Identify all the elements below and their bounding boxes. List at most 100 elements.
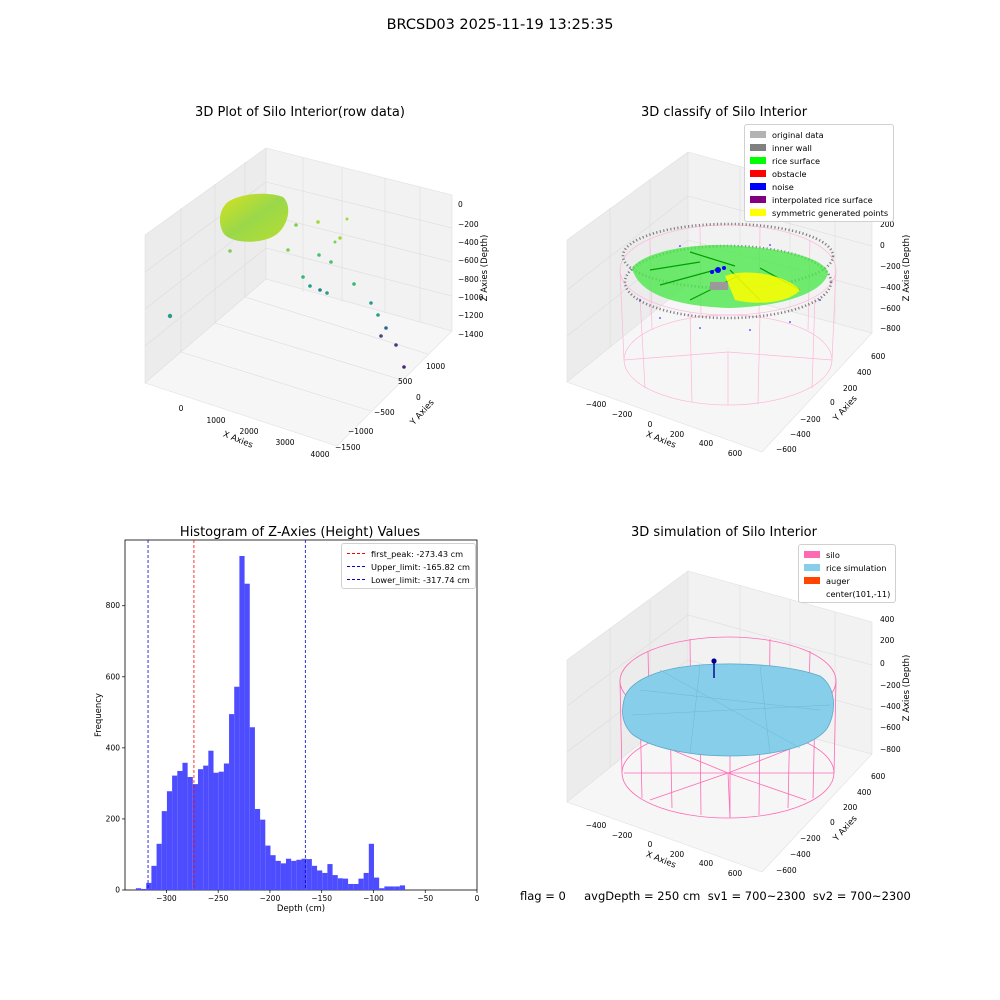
raw-xtick: 2000 — [239, 427, 258, 436]
classify-xtick: 200 — [670, 430, 685, 439]
raw-scatter-points — [167, 217, 406, 369]
raw-grid — [144, 158, 453, 412]
raw-point-cloud — [219, 193, 289, 242]
histogram-bar — [146, 882, 152, 890]
panel-classify-3d-plot: −400 −200 0 200 400 600 600 400 200 0 −2… — [566, 105, 912, 458]
simulation-ytick: −400 — [790, 850, 811, 859]
legend-line — [347, 553, 365, 554]
legend-entry-noise: noise — [750, 180, 888, 193]
histogram-x-tick-label: −50 — [417, 894, 433, 903]
raw-ytick: −500 — [374, 408, 395, 417]
simulation-ytick: 200 — [843, 803, 858, 812]
legend-label: inner wall — [772, 142, 812, 153]
histogram-bar — [135, 888, 142, 890]
raw-ztick: −1000 — [458, 293, 484, 302]
classify-ytick: 600 — [871, 352, 886, 361]
classify-ztick: −400 — [880, 283, 901, 292]
classify-ztick: 0 — [880, 241, 885, 250]
simulation-rice-mesh — [631, 665, 831, 755]
histogram-bar — [337, 878, 343, 890]
histogram-bar — [197, 769, 204, 890]
legend-swatch — [750, 131, 766, 138]
histogram-bar — [373, 877, 380, 890]
classify-ytick: −600 — [776, 445, 797, 454]
histogram-bar — [254, 808, 261, 890]
histogram-reference-lines — [147, 540, 306, 890]
simulation-ytick: 600 — [871, 772, 886, 781]
classify-legend: original data inner wall rice surface ob… — [744, 124, 895, 222]
legend-swatch — [750, 144, 766, 151]
raw-ztick: 0 — [458, 200, 463, 209]
histogram-bar — [151, 865, 157, 890]
simulation-ztick: −800 — [880, 745, 901, 754]
legend-swatch — [804, 551, 820, 558]
legend-label: rice simulation — [826, 562, 887, 573]
classify-ztick: 200 — [880, 220, 895, 229]
histogram-y-tick-label: 0 — [115, 886, 120, 895]
histogram-bar — [317, 870, 323, 890]
raw-xtick: 4000 — [310, 450, 329, 459]
histogram-bar — [379, 888, 385, 890]
histogram-x-tick-label: −200 — [260, 894, 281, 903]
histogram-bar — [192, 784, 198, 890]
classify-original-data-points — [710, 282, 728, 290]
simulation-ytick: −200 — [800, 834, 821, 843]
histogram-bar — [399, 885, 406, 890]
histogram-bar — [187, 777, 193, 890]
raw-xtick: 3000 — [275, 438, 294, 447]
raw-ztick: −400 — [458, 238, 479, 247]
histogram-bar — [182, 762, 188, 890]
legend-entry-rice-surface: rice surface — [750, 154, 888, 167]
histogram-bar — [280, 863, 286, 890]
histogram-bar — [285, 858, 292, 890]
figure-suptitle: BRCSD03 2025-11-19 13:25:35 — [386, 17, 614, 33]
histogram-bar — [239, 555, 245, 890]
simulation-center-marker — [711, 658, 717, 664]
histogram-y-tick-label: 400 — [106, 743, 121, 752]
histogram-bar — [203, 765, 209, 890]
histogram-bar — [296, 859, 302, 890]
simulation-ztick: −600 — [880, 723, 901, 732]
histogram-bar — [244, 583, 250, 890]
legend-entry-silo: silo — [804, 548, 890, 561]
simulation-xtick: 200 — [670, 850, 685, 859]
legend-swatch — [804, 577, 820, 584]
histogram-bar — [218, 771, 224, 890]
simulation-ytick: 400 — [857, 788, 872, 797]
raw-z-axis-label: Z Axies (Depth) — [480, 235, 490, 302]
classify-ytick: 400 — [857, 368, 872, 377]
classify-plot-title: 3D classify of Silo Interior — [641, 105, 808, 120]
legend-swatch — [750, 170, 766, 177]
legend-line — [347, 566, 365, 567]
histogram-bar — [306, 859, 312, 890]
simulation-xtick: −200 — [612, 831, 633, 840]
simulation-ytick: −600 — [776, 866, 797, 875]
histogram-bar — [213, 772, 219, 890]
histogram-bar — [363, 872, 369, 890]
histogram-bar — [260, 819, 266, 890]
histogram-bar — [311, 865, 318, 890]
histogram-bar — [275, 860, 281, 890]
legend-label: original data — [772, 129, 824, 140]
classify-y-axis-label: Y Axies — [831, 393, 860, 424]
legend-label: Upper_limit: -165.82 cm — [371, 561, 470, 572]
classify-axis-ticks: −400 −200 0 200 400 600 600 400 200 0 −2… — [586, 220, 901, 458]
histogram-bar — [208, 750, 214, 890]
classify-ztick: −200 — [880, 262, 901, 271]
raw-ztick: −1200 — [458, 311, 484, 320]
legend-swatch — [804, 590, 820, 597]
histogram-bar — [223, 763, 230, 890]
panel-raw-3d-plot: 0 1000 2000 3000 4000 1000 500 0 −500 −1… — [144, 105, 490, 459]
histogram-bar — [291, 860, 297, 890]
histogram-bar — [172, 775, 178, 890]
simulation-ztick: −400 — [880, 702, 901, 711]
legend-label: auger — [826, 575, 850, 586]
histogram-bar — [353, 883, 359, 890]
legend-label: center(101,-11) — [826, 588, 891, 599]
legend-entry-inner-wall: inner wall — [750, 141, 888, 154]
legend-label: first_peak: -273.43 cm — [371, 548, 464, 559]
simulation-z-axis-label: Z Axies (Depth) — [902, 655, 912, 722]
raw-ztick: −200 — [458, 220, 479, 229]
legend-entry-center: center(101,-11) — [804, 587, 890, 600]
